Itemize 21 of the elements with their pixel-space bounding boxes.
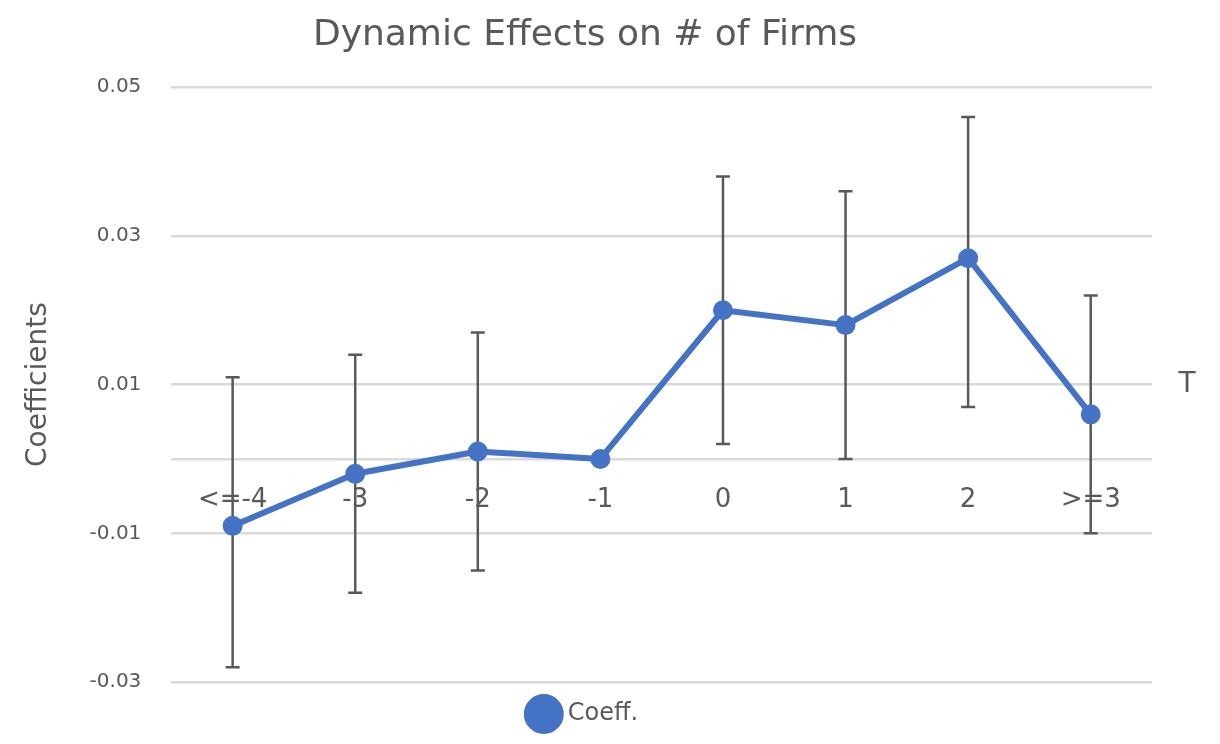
y-axis-title: Coefficients (20, 302, 54, 467)
point (712, 300, 733, 321)
legend-label: Coeff. (567, 698, 639, 727)
x-tick-label: 2 (959, 483, 977, 514)
point (1080, 404, 1101, 425)
point (222, 515, 243, 536)
point (958, 248, 979, 269)
chart-title: Dynamic Effects on # of Firms (312, 11, 858, 53)
point (835, 315, 856, 336)
y-tick-label: -0.03 (89, 668, 142, 693)
point (345, 463, 366, 484)
x-tick-label: 1 (837, 483, 854, 514)
x-axis-title: T (1177, 365, 1197, 399)
y-tick-label: -0.01 (89, 519, 142, 544)
y-tick-label: 0.03 (96, 222, 142, 247)
y-tick-label: 0.05 (96, 73, 142, 98)
x-tick-label: -1 (587, 483, 614, 514)
point (467, 441, 488, 462)
x-tick-label: 0 (714, 483, 732, 514)
y-tick-label: 0.01 (96, 370, 142, 395)
point (590, 448, 611, 469)
